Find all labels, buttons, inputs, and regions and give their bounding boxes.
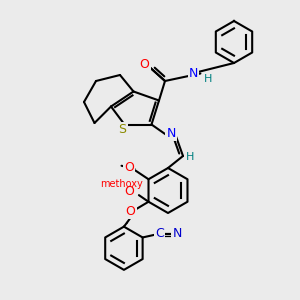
- Text: O: O: [140, 58, 149, 71]
- Text: O: O: [124, 185, 134, 198]
- Text: N: N: [189, 67, 198, 80]
- Text: O: O: [124, 161, 134, 174]
- Text: N: N: [172, 227, 182, 240]
- Text: S: S: [118, 123, 126, 136]
- Text: H: H: [204, 74, 213, 84]
- Text: C: C: [155, 227, 164, 240]
- Text: methoxy: methoxy: [100, 179, 143, 189]
- Text: O: O: [126, 205, 136, 218]
- Text: H: H: [185, 152, 194, 163]
- Text: N: N: [166, 127, 176, 140]
